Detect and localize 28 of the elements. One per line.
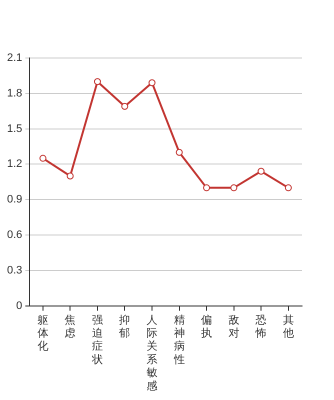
point	[203, 184, 210, 192]
x-tick-label: 强迫症状	[90, 313, 103, 366]
x-tick-label: 抑郁	[119, 313, 130, 340]
y-tick-label: 0.3	[6, 264, 22, 276]
point	[66, 172, 74, 180]
y-tick-label: 0.6	[6, 229, 22, 242]
point	[284, 184, 292, 192]
point	[94, 78, 101, 86]
x-tick-label: 躯体化	[37, 313, 48, 353]
point	[121, 102, 128, 110]
x-tick-label: 其他	[282, 313, 294, 340]
x-tick-label: 精神病性	[172, 313, 185, 366]
y-tick-label: 2.1	[6, 52, 22, 64]
y-tick-label: 1.5	[6, 122, 22, 135]
x-tick-label: 人际关系敏感	[146, 313, 158, 392]
x-tick-label: 敌对	[228, 313, 240, 340]
y-tick-label: 1.2	[6, 158, 22, 170]
y-tick-label: 0	[16, 300, 22, 312]
x-tick-label: 偏执	[201, 313, 212, 340]
y-tick-label: 0.9	[6, 194, 22, 206]
y-tick-label: 1.8	[6, 87, 22, 100]
x-tick-label: 恐怖	[254, 313, 267, 340]
point	[39, 154, 46, 162]
point	[230, 184, 238, 192]
point	[258, 168, 265, 175]
point	[148, 79, 156, 86]
x-tick-label: 焦虑	[64, 313, 76, 340]
point	[176, 148, 183, 156]
